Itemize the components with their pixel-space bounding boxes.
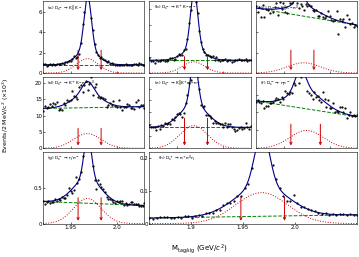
Text: (f) D$_s^-$ → ηπ$^-$: (f) D$_s^-$ → ηπ$^-$ bbox=[260, 79, 290, 87]
Text: M$_{\mathrm{tag/sig}}$ (GeV/$c^2$): M$_{\mathrm{tag/sig}}$ (GeV/$c^2$) bbox=[171, 242, 228, 256]
Text: (h) D$_s^+$ → π$^+$π$^0$η: (h) D$_s^+$ → π$^+$π$^0$η bbox=[158, 154, 195, 164]
Text: (g) D$_s^-$ → η'π$^-$: (g) D$_s^-$ → η'π$^-$ bbox=[47, 154, 80, 162]
Text: (b) D$_s^-$ → K$^+$K$^-$π$^-$: (b) D$_s^-$ → K$^+$K$^-$π$^-$ bbox=[154, 3, 196, 12]
Text: Events/2 MeV/c$^2$ ($\times 10^3$): Events/2 MeV/c$^2$ ($\times 10^3$) bbox=[0, 78, 10, 153]
Text: (d) D$_s^-$ → K$^+$K$^-$π$^-$π$^0$: (d) D$_s^-$ → K$^+$K$^-$π$^-$π$^0$ bbox=[47, 79, 95, 89]
Text: (c) D$_s^-$ → K$_S^0$K$^-$π$^0$: (c) D$_s^-$ → K$_S^0$K$^-$π$^0$ bbox=[260, 3, 299, 14]
Text: (e) D$_s^-$ → K$_S^0$K$^+$π$^-$π$^-$: (e) D$_s^-$ → K$_S^0$K$^+$π$^-$π$^-$ bbox=[154, 79, 200, 89]
Text: (a) D$_s^-$ → K$_S^0$ K$^-$: (a) D$_s^-$ → K$_S^0$ K$^-$ bbox=[47, 3, 83, 14]
